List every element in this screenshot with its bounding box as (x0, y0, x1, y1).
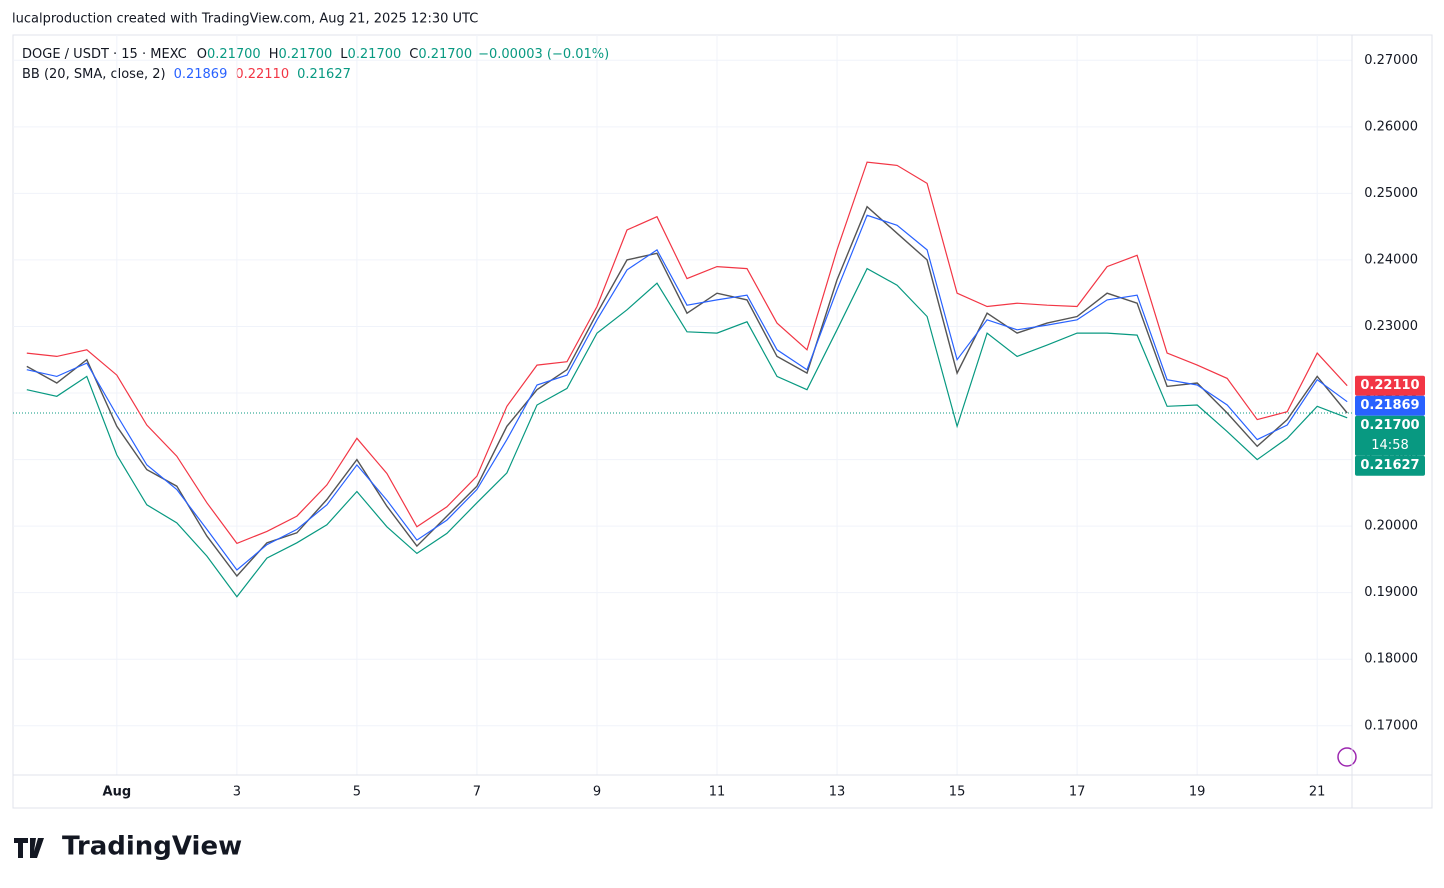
legend-item: −0.00003 (−0.01%) (478, 47, 609, 62)
price-label-box (1355, 395, 1425, 416)
price-label-box (1355, 415, 1425, 456)
legend-item: H (269, 47, 279, 62)
y-tick-label: 0.25000 (1364, 186, 1418, 201)
x-tick-label: 5 (353, 785, 361, 800)
legend-item: 0.21627 (297, 67, 351, 82)
y-tick-label: 0.26000 (1364, 119, 1418, 134)
alert-icon[interactable] (1337, 747, 1357, 767)
attribution: lucalproduction created with TradingView… (12, 12, 478, 27)
y-tick-label: 0.20000 (1364, 519, 1418, 534)
price-label: 0.21869 (1360, 398, 1419, 413)
logo-text: TradingView (62, 832, 242, 862)
legend-item: 0.21700 (418, 47, 472, 62)
band-line (26, 161, 1348, 545)
legend-item: C (409, 47, 418, 62)
logo: TradingView (14, 832, 242, 862)
price-line (26, 205, 1348, 578)
y-tick-label: 0.17000 (1364, 718, 1418, 733)
legend-item: 0.21869 (174, 67, 228, 82)
legend-item: 0.21700 (348, 47, 402, 62)
y-tick-label: 0.18000 (1364, 652, 1418, 667)
indicator-line: BB (20, SMA, close, 2) 0.21869 0.22110 0.21… (22, 67, 351, 82)
price-label: 0.21700 (1360, 418, 1419, 433)
legend-item: O (197, 47, 207, 62)
x-tick-label: 7 (473, 785, 481, 800)
frame (12, 34, 1433, 809)
x-tick-label: 13 (829, 785, 846, 800)
countdown: 14:58 (1371, 438, 1408, 453)
y-tick-label: 0.24000 (1364, 252, 1418, 267)
legend-item: L (340, 47, 348, 62)
x-tick-label: Aug (103, 785, 132, 800)
price-label: 0.21627 (1360, 458, 1419, 473)
price-label-box (1355, 455, 1425, 476)
legend-item: 0.21700 (278, 47, 332, 62)
legend-line: DOGE / USDT · 15 · MEXC O0.21700 H0.21700 L… (22, 47, 609, 62)
y-tick-label: 0.19000 (1364, 585, 1418, 600)
x-tick-label: 19 (1189, 785, 1206, 800)
legend-item: BB (20, SMA, close, 2) (22, 67, 166, 82)
x-tick-label: 17 (1069, 785, 1086, 800)
x-tick-label: 15 (949, 785, 966, 800)
price-label-box (1355, 375, 1425, 396)
band-line (26, 267, 1348, 598)
x-tick-label: 11 (709, 785, 726, 800)
x-tick-label: 3 (233, 785, 241, 800)
logo-mark (14, 838, 44, 858)
x-tick-label: 21 (1309, 785, 1326, 800)
price-label: 0.22110 (1360, 378, 1419, 393)
legend-item: 0.21700 (207, 47, 261, 62)
legend-item: 0.22110 (235, 67, 289, 82)
legend-item: DOGE / USDT · 15 · MEXC (22, 47, 187, 62)
y-tick-label: 0.27000 (1364, 53, 1418, 68)
x-tick-label: 9 (593, 785, 601, 800)
band-line (26, 214, 1348, 571)
y-tick-label: 0.23000 (1364, 319, 1418, 334)
